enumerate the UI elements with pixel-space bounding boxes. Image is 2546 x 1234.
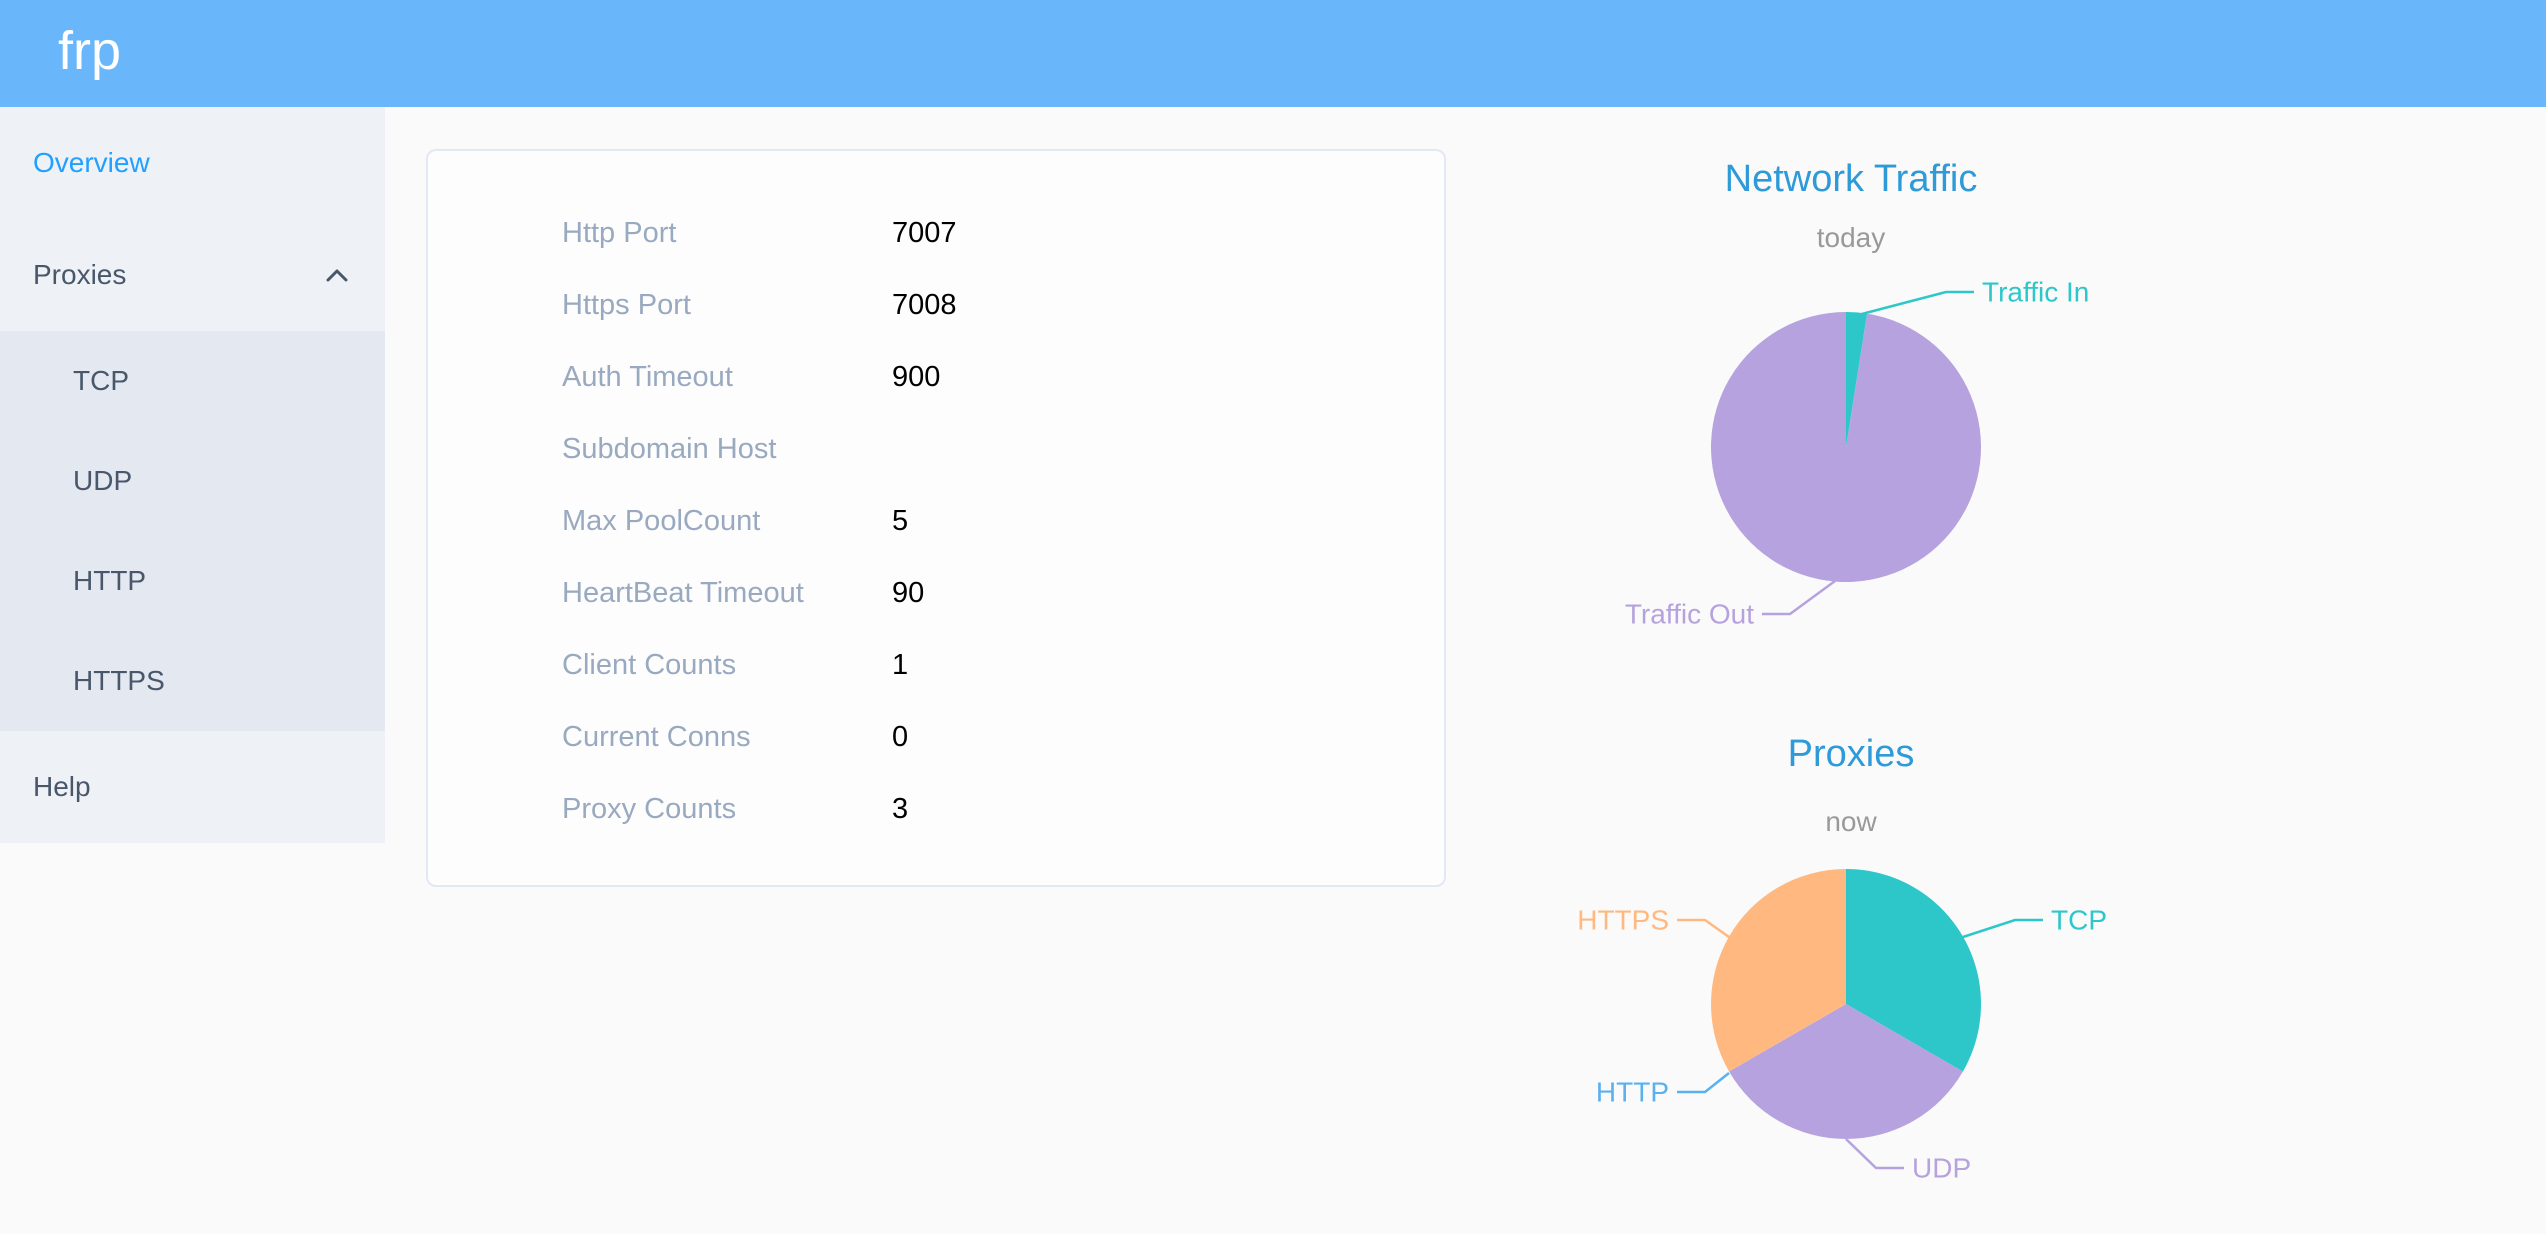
server-config-card: Http Port 7007 Https Port 7008 Auth Timeout 9… [426, 149, 1446, 887]
pie-label-https: HTTPS [1577, 905, 1669, 936]
sidebar-item-proxies[interactable]: Proxies [0, 219, 385, 331]
config-row-value: 5 [892, 504, 909, 537]
config-row-label: Proxy Counts [562, 792, 737, 825]
config-row-value: 900 [892, 360, 941, 393]
pie-label-traffic-in: Traffic In [1982, 277, 2089, 308]
config-row-label: Current Conns [562, 720, 751, 753]
config-row-value: 1 [892, 648, 909, 681]
app-header: frp [0, 0, 2546, 107]
config-row-value: 7008 [892, 288, 957, 321]
pie-label-udp: UDP [1912, 1153, 1971, 1184]
config-row-label: Client Counts [562, 648, 737, 681]
sidebar-item-udp-label: UDP [73, 465, 133, 496]
config-row-label: Auth Timeout [562, 360, 733, 393]
chevron-up-icon [326, 269, 348, 282]
config-row: Https Port 7008 [428, 269, 1444, 341]
config-row-label: HeartBeat Timeout [562, 576, 804, 609]
config-row: Max PoolCount 5 [428, 485, 1444, 557]
config-row-value: 3 [892, 792, 909, 825]
config-row-value: 7007 [892, 216, 957, 249]
config-row: Auth Timeout 900 [428, 341, 1444, 413]
pie-label-traffic-out: Traffic Out [1625, 599, 1754, 630]
pie-slice-traffic-in[interactable] [1846, 312, 1868, 447]
sidebar-item-overview-label: Overview [33, 147, 150, 178]
proxies-chart-title: Proxies [1787, 733, 1915, 775]
config-row-value: 90 [892, 576, 925, 609]
sidebar-item-tcp[interactable]: TCP [0, 331, 385, 431]
config-row-label: Https Port [562, 288, 691, 321]
config-row: Http Port 7007 [428, 197, 1444, 269]
proxies-chart-subtitle: now [1825, 806, 1877, 837]
config-row: Client Counts 1 [428, 629, 1444, 701]
network-traffic-chart-subtitle: today [1816, 222, 1886, 253]
sidebar-item-help[interactable]: Help [0, 731, 385, 843]
sidebar-item-help-label: Help [33, 771, 91, 802]
pie-label-line-http [1677, 1072, 1730, 1094]
pie-label-line-traffic-in [1857, 290, 1974, 317]
pie-label-line-tcp [1962, 918, 2043, 939]
config-row-label: Max PoolCount [562, 504, 761, 537]
sidebar-item-tcp-label: TCP [73, 365, 129, 396]
sidebar-item-udp[interactable]: UDP [0, 431, 385, 531]
sidebar-item-overview[interactable]: Overview [0, 107, 385, 219]
config-row: Current Conns 0 [428, 701, 1444, 773]
pie-label-http: HTTP [1596, 1077, 1669, 1108]
pie-label-line-traffic-out [1762, 579, 1836, 616]
pie-slice-traffic-out[interactable] [1710, 312, 1981, 582]
pie-slice-https[interactable] [1711, 869, 1846, 1072]
config-row: Subdomain Host [428, 413, 1444, 485]
sidebar: Overview Proxies TCP UDP HTTP HTTPS Help [0, 107, 385, 843]
sidebar-item-proxies-label: Proxies [33, 259, 127, 290]
config-row: HeartBeat Timeout 90 [428, 557, 1444, 629]
sidebar-item-http[interactable]: HTTP [0, 531, 385, 631]
config-row: Proxy Counts 3 [428, 773, 1444, 845]
pie-slice-udp[interactable] [1729, 1004, 1963, 1139]
network-traffic-chart-title: Network Traffic [1724, 158, 1978, 200]
config-row-value: 0 [892, 720, 909, 753]
pie-label-line-https [1677, 918, 1730, 939]
config-row-label: Http Port [562, 216, 677, 249]
pie-label-tcp: TCP [2051, 905, 2107, 936]
proxies-submenu: TCP UDP HTTP HTTPS [0, 331, 385, 731]
pie-label-line-udp [1845, 1138, 1904, 1170]
sidebar-item-https-label: HTTPS [73, 665, 165, 696]
sidebar-item-https[interactable]: HTTPS [0, 631, 385, 731]
app-logo: frp [58, 21, 122, 81]
server-config-rows: Http Port 7007 Https Port 7008 Auth Timeout 9… [428, 151, 1444, 845]
config-row-label: Subdomain Host [562, 432, 777, 465]
sidebar-item-http-label: HTTP [73, 565, 147, 596]
pie-slice-tcp[interactable] [1846, 869, 1981, 1072]
